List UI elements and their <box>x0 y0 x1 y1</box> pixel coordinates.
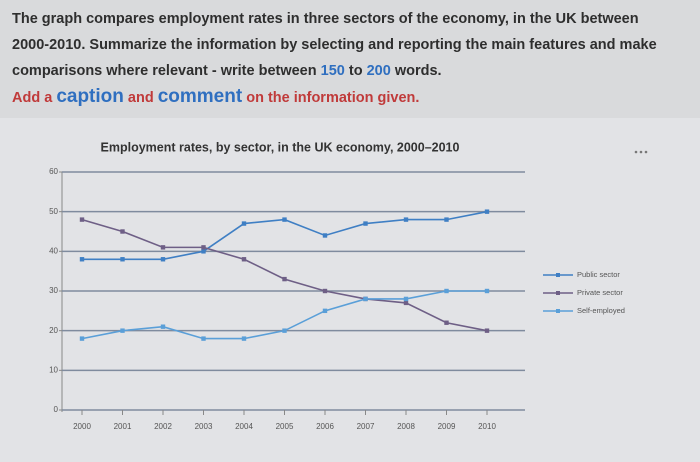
x-tick-label: 2003 <box>195 422 213 431</box>
x-tick-label: 2010 <box>478 422 496 431</box>
x-tick-label: 2002 <box>154 422 172 431</box>
x-tick-label: 2005 <box>276 422 294 431</box>
x-tick-label: 2009 <box>438 422 456 431</box>
legend-label: Public sector <box>577 270 620 279</box>
legend-marker <box>556 273 560 277</box>
chart-background <box>0 118 700 462</box>
note-text: on the information given. <box>242 90 420 106</box>
point <box>201 336 206 341</box>
task: The graph compares employment rates in t… <box>12 6 662 84</box>
point <box>403 217 409 222</box>
legend-marker <box>556 309 560 313</box>
point <box>282 276 287 282</box>
note: Add a caption and comment on the informa… <box>12 84 662 111</box>
note-text: and <box>123 90 158 106</box>
menu-dot <box>644 150 648 154</box>
x-tick-label: 2000 <box>73 422 91 431</box>
point <box>403 296 409 302</box>
point <box>282 217 287 222</box>
point <box>322 308 328 314</box>
point <box>282 328 287 333</box>
point <box>241 221 247 226</box>
point <box>120 328 125 333</box>
y-tick-label: 30 <box>49 286 58 295</box>
point <box>120 229 125 234</box>
y-tick-label: 0 <box>54 405 59 414</box>
point <box>403 300 409 306</box>
chart-title: Employment rates, by sector, in the UK e… <box>101 140 460 154</box>
point <box>160 324 166 329</box>
note-text: Add a <box>12 90 57 106</box>
legend-label: Private sector <box>577 288 623 297</box>
keyword: caption <box>56 86 124 107</box>
prompt: The graph compares employment rates in t… <box>12 6 662 111</box>
point <box>484 328 490 333</box>
point <box>444 320 449 325</box>
x-tick-label: 2006 <box>316 422 334 431</box>
y-tick-label: 20 <box>49 326 58 335</box>
keyword: comment <box>157 86 243 107</box>
point <box>444 217 449 222</box>
point <box>241 257 247 262</box>
point <box>322 288 328 294</box>
point <box>241 336 247 341</box>
menu-dot <box>639 150 643 154</box>
task-text: The graph compares employment rates in t… <box>12 11 657 79</box>
word-count: 150 <box>320 63 345 79</box>
point <box>363 296 368 302</box>
task-text: to <box>344 63 367 79</box>
task-text: words. <box>390 63 442 79</box>
y-tick-label: 10 <box>49 365 58 374</box>
point <box>484 288 490 294</box>
word-count: 200 <box>366 63 391 79</box>
y-tick-label: 40 <box>49 246 58 255</box>
point <box>120 257 125 262</box>
point <box>363 221 368 226</box>
point <box>201 249 206 254</box>
legend-label: Self-employed <box>577 306 625 315</box>
y-tick-label: 50 <box>49 207 58 216</box>
x-tick-label: 2001 <box>114 422 132 431</box>
point <box>79 217 85 222</box>
point <box>160 245 166 250</box>
point <box>79 257 85 262</box>
x-tick-label: 2008 <box>397 422 415 431</box>
x-tick-label: 2007 <box>357 422 375 431</box>
legend-marker <box>556 291 560 295</box>
y-tick-label: 60 <box>49 167 58 176</box>
x-tick-label: 2004 <box>235 422 253 431</box>
point <box>160 257 166 262</box>
point <box>444 288 449 294</box>
point <box>484 209 490 214</box>
point <box>79 336 85 341</box>
point <box>322 233 328 238</box>
menu-dot <box>634 150 638 154</box>
point <box>201 245 206 250</box>
